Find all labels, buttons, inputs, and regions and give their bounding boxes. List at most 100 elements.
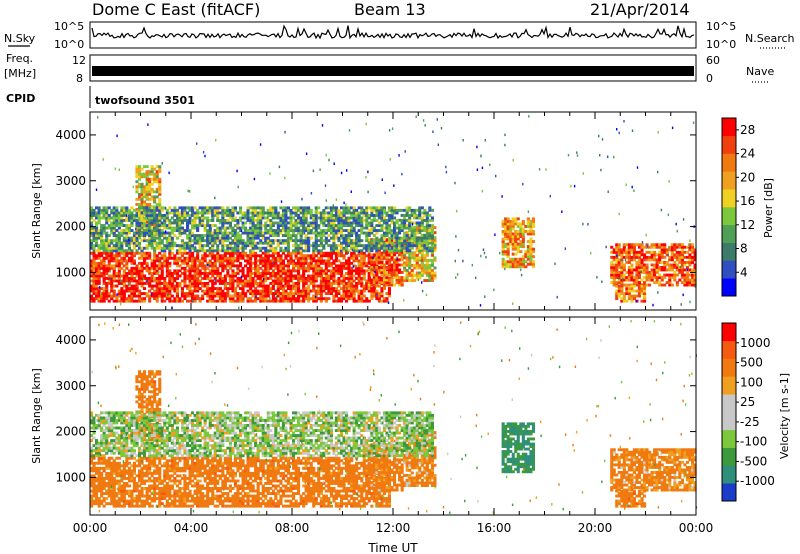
echo-cell (211, 266, 215, 270)
echo-cell (337, 297, 341, 301)
echo-cell (206, 219, 210, 222)
echo-cell (660, 243, 664, 247)
echo-cell (418, 238, 422, 242)
echo-cell (329, 269, 333, 273)
echo-cell (630, 263, 634, 267)
echo-cell (155, 277, 159, 280)
echo-cell (269, 231, 273, 235)
echo-cell (218, 219, 222, 222)
echo-cell (360, 284, 364, 288)
echo-cell (501, 260, 505, 264)
echo-cell (289, 279, 293, 283)
echo-cell (231, 289, 235, 293)
echo-cell (191, 297, 195, 301)
echo-cell (347, 224, 351, 227)
echo-cell (405, 214, 409, 217)
echo-cell (264, 259, 268, 263)
echo-cell (526, 217, 530, 221)
echo-cell (337, 208, 341, 212)
echo-cell (221, 297, 225, 301)
echo-cell (97, 229, 101, 232)
echo-cell (352, 292, 356, 295)
echo-cell (251, 299, 255, 303)
echo-cell (143, 221, 147, 225)
echo-cell (155, 208, 159, 212)
echo-cell (612, 250, 616, 254)
echo-cell (100, 208, 104, 212)
echo-cell (110, 294, 114, 298)
echo-cell (509, 260, 513, 264)
echo-cell (430, 274, 434, 277)
echo-cell (329, 229, 333, 232)
echo-cell (138, 206, 142, 210)
echo-cell (322, 272, 326, 275)
echo-cell (127, 219, 131, 222)
echo-cell (155, 294, 159, 298)
echo-cell (345, 246, 349, 250)
echo-cell (385, 211, 389, 215)
echo-cell (372, 239, 376, 243)
echo-cell (367, 251, 371, 255)
echo-cell (261, 206, 265, 210)
echo-cell (239, 246, 243, 250)
echo-cell (236, 241, 240, 245)
echo-cell (430, 269, 434, 272)
echo-cell (188, 277, 192, 280)
echo-cell (337, 264, 341, 268)
scatter-cell (455, 276, 457, 279)
echo-cell (206, 206, 210, 210)
echo-cell (393, 224, 397, 227)
echo-cell (110, 256, 114, 260)
echo-cell (264, 274, 268, 278)
echo-cell (254, 282, 258, 285)
echo-cell (155, 292, 159, 295)
echo-cell (244, 254, 248, 258)
echo-cell (617, 281, 621, 284)
echo-cell (206, 284, 210, 288)
echo-cell (367, 256, 371, 260)
echo-cell (340, 266, 344, 270)
echo-cell (249, 239, 253, 243)
echo-cell (130, 274, 134, 278)
echo-cell (367, 253, 371, 257)
echo-cell (385, 219, 389, 222)
echo-cell (102, 244, 106, 248)
echo-cell (355, 224, 359, 227)
echo-cell (398, 283, 402, 287)
echo-cell (107, 256, 111, 260)
echo-cell (246, 231, 250, 235)
echo-cell (299, 277, 303, 280)
echo-cell (276, 269, 280, 273)
echo-cell (632, 284, 636, 288)
scatter-cell (236, 169, 238, 173)
echo-cell (140, 172, 144, 176)
echo-cell (213, 266, 217, 270)
echo-cell (529, 257, 533, 261)
echo-cell (382, 255, 386, 259)
echo-cell (281, 226, 285, 230)
echo-cell (163, 292, 167, 295)
echo-cell (357, 219, 361, 222)
echo-cell (241, 256, 245, 260)
echo-cell (385, 238, 389, 242)
echo-cell (627, 271, 631, 274)
echo-cell (630, 284, 634, 288)
echo-cell (122, 249, 126, 253)
echo-cell (334, 208, 338, 212)
echo-cell (95, 216, 99, 220)
echo-cell (279, 284, 283, 288)
echo-cell (292, 259, 296, 263)
echo-cell (236, 282, 240, 285)
echo-cell (261, 259, 265, 263)
echo-cell (279, 214, 283, 217)
echo-cell (175, 226, 179, 230)
echo-cell (428, 263, 432, 267)
echo-cell (372, 216, 376, 220)
echo-cell (501, 232, 505, 236)
echo-cell (173, 277, 177, 280)
echo-cell (516, 235, 520, 238)
echo-cell (375, 278, 379, 282)
echo-cell (385, 271, 389, 274)
echo-cell (622, 268, 626, 272)
echo-cell (312, 216, 316, 220)
